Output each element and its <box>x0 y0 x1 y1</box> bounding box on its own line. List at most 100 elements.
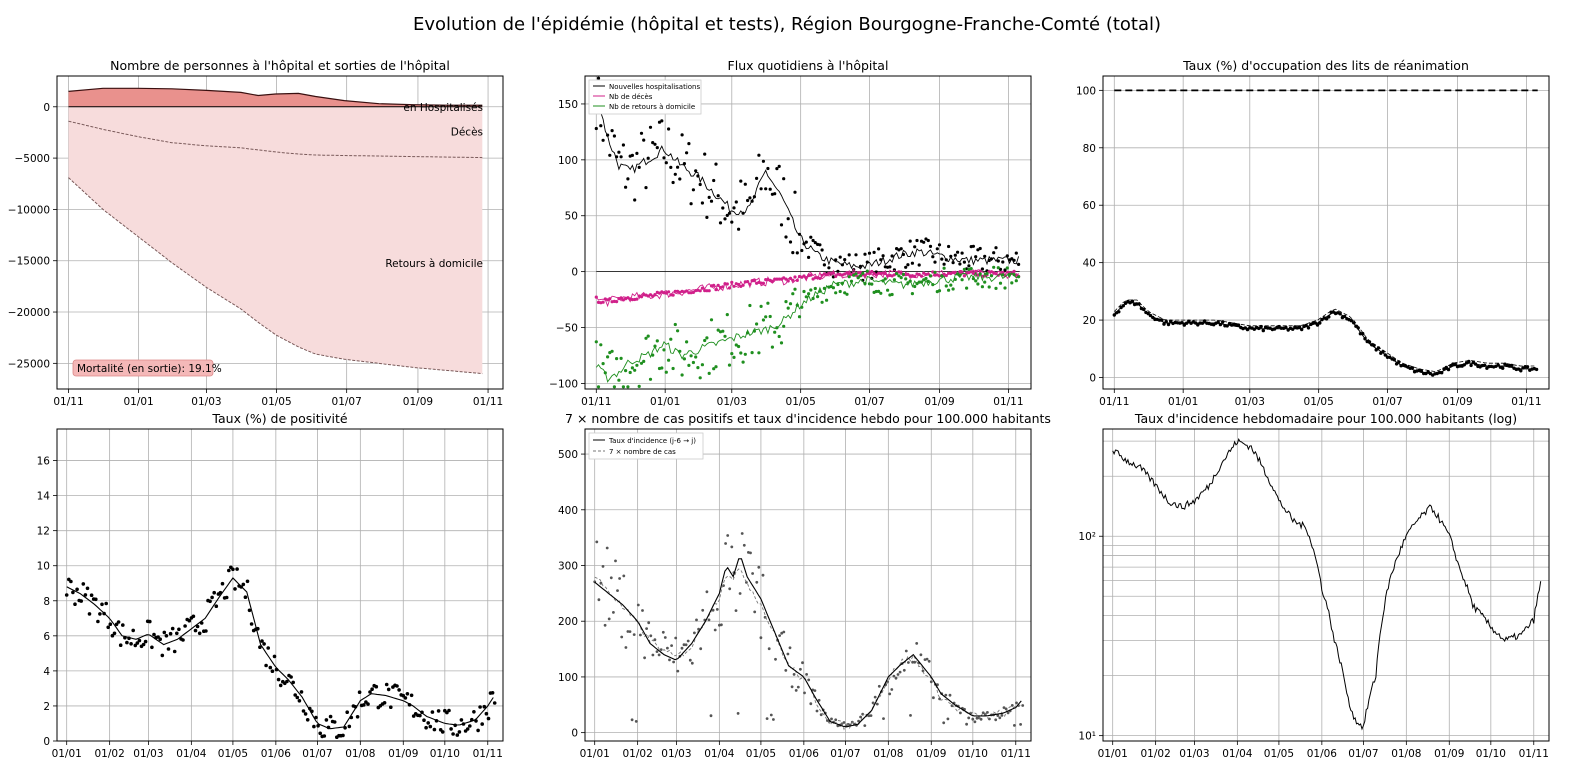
positivity-point <box>224 595 229 600</box>
cases-point <box>925 657 929 661</box>
series-1-point <box>630 298 635 302</box>
positivity-point <box>490 691 495 695</box>
x-tick-label: 01/11 <box>473 748 503 760</box>
series-0-point <box>786 217 790 221</box>
positivity-point <box>409 693 414 698</box>
positivity-point <box>89 593 94 597</box>
cases-point <box>809 702 813 706</box>
cases-point <box>799 667 802 671</box>
series-2-point <box>676 329 680 333</box>
legend-box <box>588 79 702 115</box>
y-tick-label: 0 <box>43 736 50 748</box>
plot-frame <box>1102 75 1550 390</box>
series-2-point <box>703 338 707 343</box>
cases-point <box>666 646 669 650</box>
y-tick-label: 200 <box>558 616 578 628</box>
positivity-point <box>472 710 476 714</box>
cases-point <box>959 711 962 715</box>
cases-point <box>693 631 696 635</box>
series-2-point <box>904 277 908 281</box>
series-1-point <box>667 290 671 294</box>
series-0-point <box>757 153 761 157</box>
positivity-point <box>106 625 110 630</box>
cases-point <box>663 636 667 639</box>
series-0-point <box>596 76 601 80</box>
series-2-point <box>994 286 998 290</box>
series-2-point <box>667 358 671 362</box>
series-2-point <box>825 298 829 302</box>
x-tick-label: 01/11 <box>1001 748 1031 760</box>
positivity-point <box>492 701 497 705</box>
positivity-point <box>73 602 77 606</box>
positivity-point <box>183 624 187 628</box>
positivity-point <box>270 669 275 673</box>
series-2-point <box>926 279 930 283</box>
cases-point <box>657 653 661 657</box>
positivity-point <box>112 631 117 636</box>
cases-point <box>788 646 792 650</box>
positivity-point <box>116 620 121 624</box>
series-2-point <box>788 302 793 306</box>
y-tick-label: 6 <box>43 631 50 643</box>
cases-point <box>836 724 840 728</box>
y-tick-label: 2 <box>43 701 50 713</box>
series-0-point <box>904 265 908 269</box>
positivity-point <box>418 713 422 718</box>
series-2-point <box>644 336 648 340</box>
cases-point <box>898 670 902 674</box>
series-0-point <box>1005 254 1009 258</box>
x-tick-label: 01/07 <box>302 748 332 760</box>
y-tick-label: 10² <box>1078 531 1096 543</box>
cases-point <box>971 717 975 721</box>
cases-point <box>643 656 646 660</box>
series-0-point <box>1017 262 1021 266</box>
positivity-point <box>243 595 248 599</box>
series-0-point <box>937 243 942 247</box>
positivity-point <box>83 593 88 597</box>
series-1-point <box>870 269 874 274</box>
cases-point <box>902 668 906 672</box>
series-0-point <box>956 250 960 254</box>
series-0-point <box>872 250 876 254</box>
panel-title: Nombre de personnes à l'hôpital et sorti… <box>110 58 450 73</box>
x-tick-label: 01/11 <box>1099 396 1129 408</box>
panel-title: Taux (%) d'occupation des lits de réanim… <box>1182 58 1469 73</box>
series-2-point <box>680 373 684 377</box>
series-1-point <box>716 283 720 287</box>
positivity-point <box>440 730 445 734</box>
incidence-line <box>594 558 1022 728</box>
positivity-point <box>486 716 491 721</box>
panel-title: Taux d'incidence hebdomadaire pour 100.0… <box>1134 411 1517 426</box>
positivity-point <box>227 568 231 573</box>
panel-title: 7 × nombre de cas positifs et taux d'inc… <box>565 411 1051 426</box>
cases-point <box>936 683 939 687</box>
series-2-point <box>786 306 790 310</box>
series-0-point <box>847 253 851 257</box>
series-0-point <box>974 255 978 259</box>
series-1-point <box>818 276 822 280</box>
positivity-point <box>131 628 135 633</box>
positivity-point <box>362 703 366 707</box>
series-0-point <box>764 187 768 191</box>
plot-frame <box>1102 428 1550 742</box>
positivity-point <box>455 733 460 737</box>
series-2-point <box>886 288 890 292</box>
x-tick-label: 01/06 <box>261 748 292 760</box>
occupancy-point <box>1315 323 1320 327</box>
y-tick-label: 8 <box>43 596 50 608</box>
series-2-point <box>870 282 874 286</box>
positivity-point <box>264 663 268 668</box>
series-2-point <box>951 287 955 291</box>
series-2-point <box>621 385 626 389</box>
positivity-point <box>484 711 489 716</box>
cases-point <box>767 647 771 651</box>
positivity-point <box>191 614 196 619</box>
positivity-point <box>395 684 399 688</box>
incidence-log-line <box>1112 437 1542 731</box>
positivity-point <box>266 646 271 650</box>
positivity-point <box>324 718 329 722</box>
series-0-point <box>809 235 813 239</box>
positivity-point <box>428 724 433 729</box>
series-2-point <box>992 265 996 269</box>
x-tick-label: 01/07 <box>1372 396 1402 408</box>
